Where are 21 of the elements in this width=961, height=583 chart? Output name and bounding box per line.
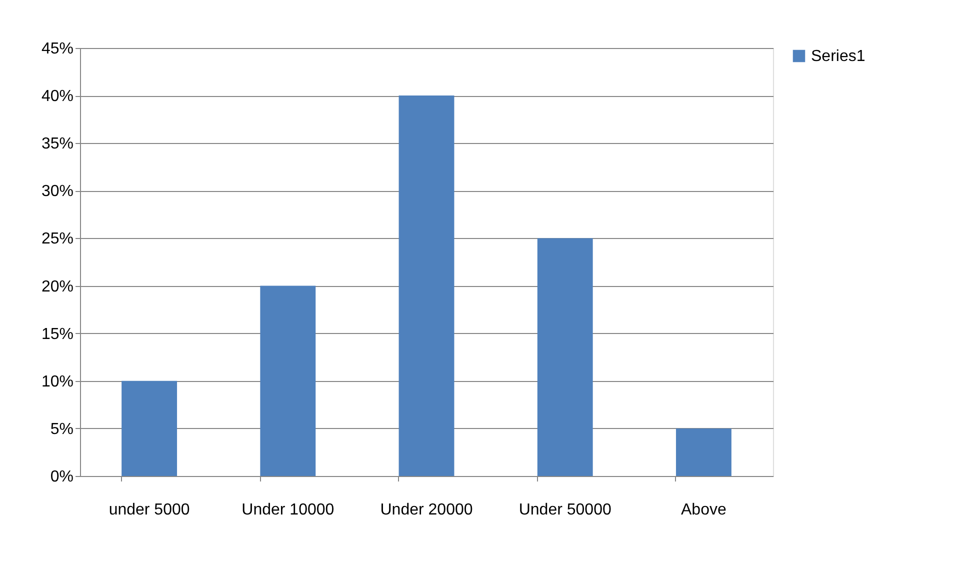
y-tick-label: 25% <box>41 230 74 248</box>
y-tick-label: 0% <box>50 468 74 486</box>
x-tick-label: under 5000 <box>108 502 190 518</box>
bar <box>398 96 454 476</box>
y-tick-label: 30% <box>41 183 74 200</box>
y-tick-label: 40% <box>41 88 74 106</box>
x-tick-label: Under 20000 <box>380 502 473 518</box>
y-tick-label: 5% <box>50 420 74 438</box>
y-tick-label: 20% <box>41 278 74 296</box>
x-tick-label: Under 50000 <box>518 502 612 518</box>
bar <box>676 428 732 476</box>
bar <box>260 286 316 476</box>
bar <box>122 380 178 476</box>
x-tick-label: Above <box>681 502 726 518</box>
legend-label: Series1 <box>811 48 866 65</box>
y-tick-label: 10% <box>41 373 74 390</box>
x-tick-label: Under 10000 <box>242 502 334 518</box>
y-tick-label: 45% <box>41 40 74 58</box>
bar <box>537 238 593 476</box>
y-tick-label: 15% <box>41 326 74 343</box>
y-tick-label: 35% <box>41 136 74 153</box>
